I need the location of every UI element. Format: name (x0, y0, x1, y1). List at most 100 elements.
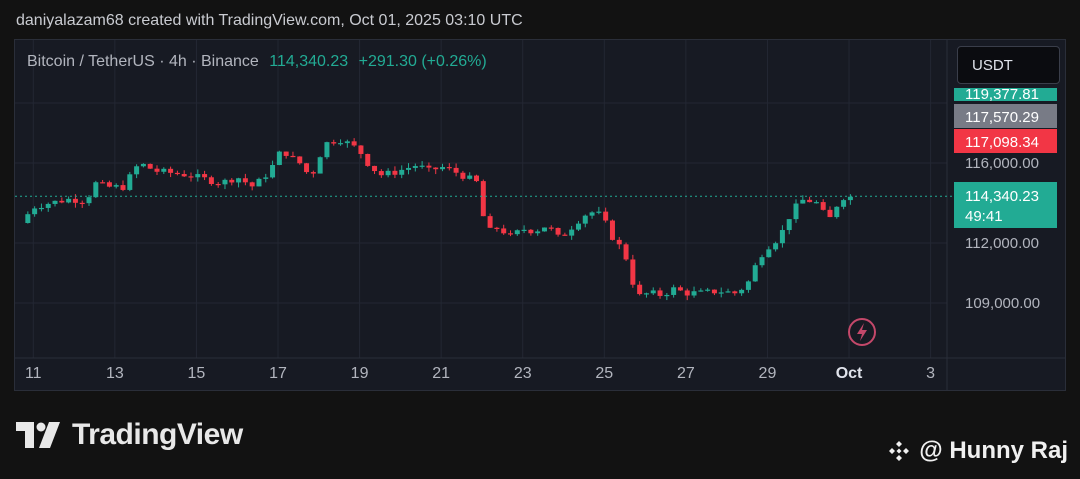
candle-body (72, 198, 78, 203)
candle-body (310, 172, 316, 174)
candle-body (467, 175, 473, 179)
candle-body (664, 294, 670, 297)
candle-body (120, 185, 126, 190)
candle-body (385, 170, 391, 176)
candle-body (276, 151, 282, 165)
candle-body (208, 177, 214, 184)
candle-body (113, 185, 119, 187)
candle-body (847, 196, 853, 201)
candle-body (317, 157, 323, 174)
candle-body (541, 227, 547, 232)
candle-body (106, 182, 112, 187)
candle-body (236, 178, 242, 183)
candle-body (691, 291, 697, 296)
currency-button[interactable]: USDT (957, 46, 1060, 84)
candle-body (25, 214, 31, 223)
candle-body (365, 153, 371, 166)
x-tick-label: 17 (269, 365, 287, 382)
candle-body (827, 209, 833, 218)
lightning-icon[interactable] (848, 318, 876, 346)
candle-body (718, 292, 724, 294)
candle-body (535, 231, 541, 234)
y-tick-label: 116,000.00 (965, 155, 1039, 172)
candle-body (147, 163, 153, 169)
x-tick-label: 15 (188, 365, 206, 382)
candle-body (759, 257, 765, 266)
candle-body (181, 174, 187, 177)
candle-body (399, 169, 405, 175)
candle-body (609, 220, 615, 240)
candle-body (392, 170, 398, 175)
price-tag-gray: 117,570.29 (954, 104, 1057, 128)
candle-body (222, 179, 228, 185)
y-tick-label: 112,000.00 (965, 235, 1039, 252)
candle-body (596, 211, 602, 213)
candle-body (140, 163, 146, 167)
candle-body (582, 215, 588, 224)
candle-body (283, 151, 289, 156)
candle-body (351, 141, 357, 146)
candle-body (419, 165, 425, 167)
price-tag-red: 117,098.34 (954, 129, 1057, 153)
candle-body (215, 183, 221, 186)
candle-body (134, 166, 140, 175)
candle-body (507, 233, 513, 235)
candle-body (779, 230, 785, 244)
candle-body (711, 289, 717, 294)
candle-body (344, 141, 350, 144)
candle-body (528, 229, 534, 234)
candle-body (195, 174, 201, 178)
candle-body (494, 227, 500, 229)
candle-body (433, 167, 439, 170)
candle-body (732, 291, 738, 294)
candle-body (589, 212, 595, 216)
candle-body (59, 200, 65, 203)
candle-body (331, 142, 337, 144)
candle-body (324, 142, 330, 158)
x-axis-labels: 11 13 15 17 19 21 23 25 27 29 Oct 3 (25, 365, 935, 382)
price-tag-current-text: 114,340.23 (965, 188, 1039, 205)
candle-body (79, 202, 85, 205)
price-tag-gray-text: 117,570.29 (965, 109, 1039, 126)
candle-body (161, 168, 167, 172)
candle-body (569, 229, 575, 236)
y-tick-label: 109,000.00 (965, 295, 1040, 312)
x-tick-label: 29 (759, 365, 777, 382)
candle-body (575, 223, 581, 230)
candle-body (127, 174, 133, 190)
candle-body (562, 234, 568, 236)
chart-panel[interactable]: 116,000.00 112,000.00 109,000.00 11 13 15 17 1… (14, 39, 1066, 391)
candle-body (52, 200, 58, 204)
candle-body (412, 166, 418, 168)
candle-body (86, 197, 92, 204)
candle-body (304, 163, 310, 173)
candle-body (487, 216, 493, 228)
candle-body (841, 200, 847, 207)
x-tick-label: 27 (677, 365, 695, 382)
candle-body (739, 289, 745, 294)
candle-body (202, 174, 208, 178)
candle-body (643, 293, 649, 295)
candle-body (752, 265, 758, 282)
price-tag-high: 119,377.81 (954, 86, 1057, 103)
candle-body (616, 239, 622, 245)
candle-body (623, 244, 629, 260)
candle-body (501, 228, 507, 234)
candle-body (358, 145, 364, 154)
tradingview-brand: TradingView (72, 418, 243, 451)
x-tick-label: 3 (926, 365, 935, 382)
candle-body (290, 155, 296, 158)
candle-body (188, 176, 194, 178)
candle-body (263, 177, 269, 179)
candle-body (671, 287, 677, 295)
candle-body (514, 230, 520, 235)
candle-body (168, 168, 174, 173)
symbol-name: Bitcoin / TetherUS · 4h · Binance (27, 53, 259, 70)
price-tag-high-text: 119,377.81 (965, 86, 1039, 103)
candle-body (773, 243, 779, 250)
candle-body (372, 165, 378, 172)
candle-body (555, 227, 561, 235)
candle-body (453, 167, 459, 173)
candle-body (766, 249, 772, 258)
